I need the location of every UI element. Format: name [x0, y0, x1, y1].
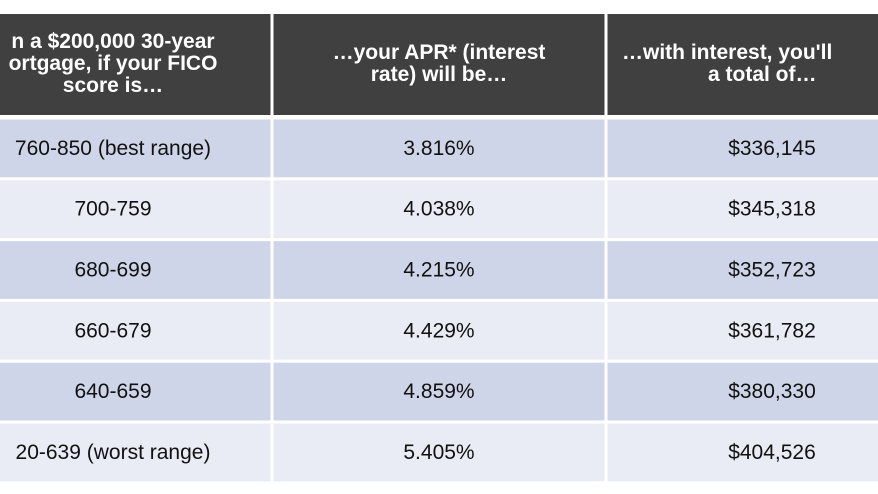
- cell-text: $404,526: [728, 441, 816, 464]
- cell-text: 680-699: [74, 259, 151, 282]
- table-cell: [0, 423, 271, 482]
- header-cell: [273, 14, 605, 115]
- header-text: ortgage, if your FICO: [9, 52, 218, 75]
- header-cell: [607, 14, 878, 115]
- table-cell: [607, 180, 878, 239]
- header-text: …with interest, you'll: [622, 41, 832, 64]
- table-cell: [0, 119, 271, 178]
- cell-text: 700-759: [74, 198, 151, 221]
- cell-text: $336,145: [728, 137, 816, 160]
- cell-text: 760-850 (best range): [15, 137, 211, 160]
- table-cell: [0, 241, 271, 299]
- cell-text: $345,318: [728, 198, 816, 221]
- cell-text: 4.429%: [403, 319, 474, 342]
- table-cell: [607, 301, 878, 360]
- table-cell: [607, 362, 878, 421]
- table-cell: [0, 301, 271, 360]
- cell-text: 20-639 (worst range): [16, 441, 211, 464]
- table-cell: [0, 180, 271, 239]
- cell-text: 640-659: [74, 380, 151, 403]
- table-cell: [273, 423, 605, 482]
- header-text: score is…: [63, 74, 163, 97]
- table-cell: [607, 423, 878, 482]
- table-cell: [273, 362, 605, 421]
- cell-text: $361,782: [728, 319, 816, 342]
- cell-text: 4.038%: [403, 198, 474, 221]
- table-cell: [273, 301, 605, 360]
- table-cell: [273, 119, 605, 178]
- cell-text: 4.215%: [403, 259, 474, 282]
- table-cell: [607, 241, 878, 299]
- table-cell: [273, 180, 605, 239]
- header-text: …your APR* (interest: [333, 41, 546, 64]
- cell-text: 5.405%: [403, 441, 474, 464]
- cell-text: 4.859%: [403, 380, 474, 403]
- header-text: n a $200,000 30-year: [11, 30, 214, 53]
- cell-text: $380,330: [728, 380, 816, 403]
- header-text: a total of…: [708, 63, 817, 86]
- table-cell: [607, 119, 878, 178]
- header-text: rate) will be…: [371, 63, 508, 86]
- cell-text: 660-679: [74, 319, 151, 342]
- table-cell: [0, 362, 271, 421]
- cell-text: 3.816%: [403, 137, 474, 160]
- table-cell: [273, 241, 605, 299]
- cell-text: $352,723: [728, 259, 816, 282]
- header-cell: [0, 14, 271, 115]
